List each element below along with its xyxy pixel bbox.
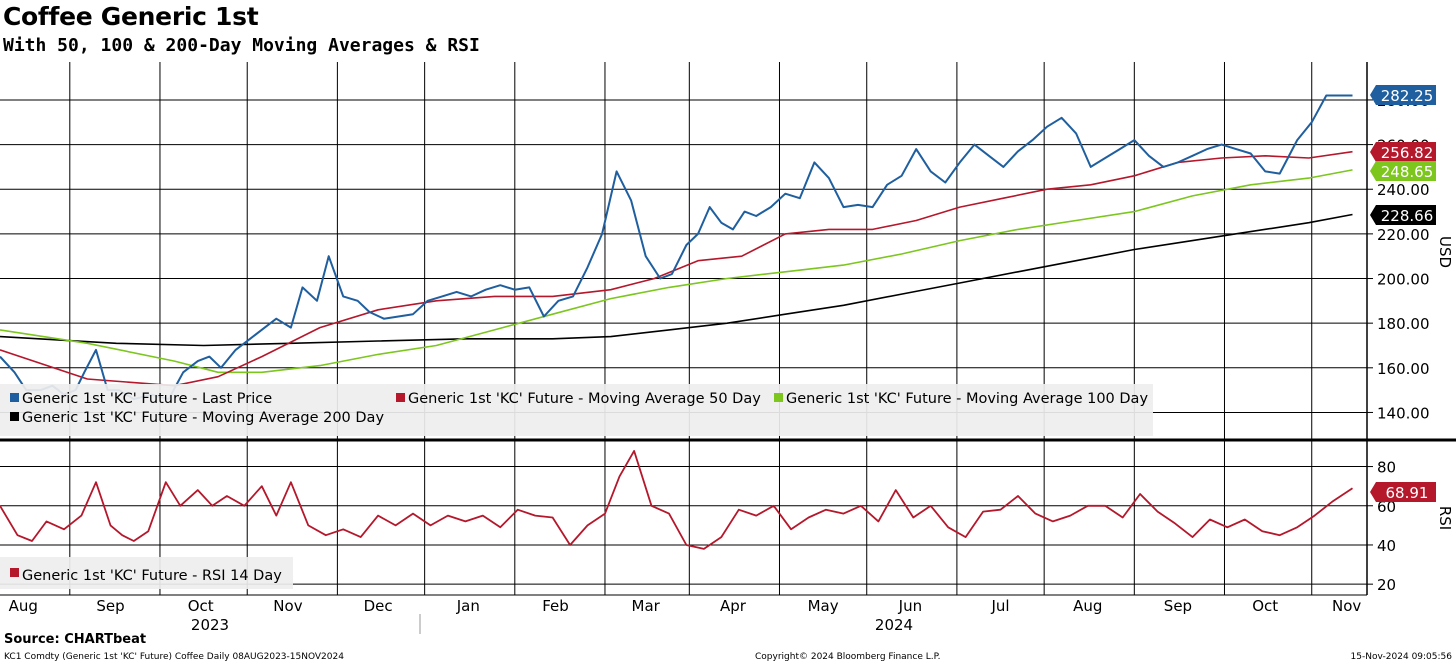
month-label-11: Jul bbox=[990, 597, 1009, 615]
rsi-badge: 68.91 bbox=[1370, 482, 1436, 502]
footer-copyright: Copyright© 2024 Bloomberg Finance L.P. bbox=[755, 652, 941, 662]
rsi-legend-label: Generic 1st 'KC' Future - RSI 14 Day bbox=[22, 568, 282, 584]
price-tick-label-200: 200.00 bbox=[1377, 271, 1430, 289]
ma200-line bbox=[0, 213, 1353, 347]
footer-security-info: KC1 Comdty (Generic 1st 'KC' Future) Cof… bbox=[4, 652, 344, 662]
legend-label-3: Generic 1st 'KC' Future - Moving Average… bbox=[22, 410, 384, 426]
rsi-tick-label-80: 80 bbox=[1377, 459, 1396, 477]
ma50-badge-text: 256.82 bbox=[1381, 144, 1434, 162]
last-price-badge-bg bbox=[1370, 85, 1436, 105]
ma50-line bbox=[0, 150, 1353, 387]
rsi-tick-label-60: 60 bbox=[1377, 498, 1396, 516]
month-label-7: Mar bbox=[632, 597, 661, 615]
legend-swatch-1 bbox=[396, 393, 405, 402]
ma100-badge: 248.65 bbox=[1370, 161, 1436, 181]
ma100-badge-bg bbox=[1370, 161, 1436, 181]
ma50-badge: 256.82 bbox=[1370, 142, 1436, 162]
chart-subtitle: With 50, 100 & 200-Day Moving Averages &… bbox=[3, 35, 480, 56]
legend-swatch-0 bbox=[10, 393, 19, 402]
legend-label-1: Generic 1st 'KC' Future - Moving Average… bbox=[408, 391, 761, 407]
price-tick-label-240: 240.00 bbox=[1377, 181, 1430, 199]
month-label-8: Apr bbox=[720, 597, 747, 615]
ma200-badge: 228.66 bbox=[1370, 205, 1436, 225]
price-tick-label-140: 140.00 bbox=[1377, 404, 1430, 422]
ma50-badge-bg bbox=[1370, 142, 1436, 162]
month-label-1: Sep bbox=[96, 597, 124, 615]
month-label-10: Jun bbox=[898, 597, 922, 615]
month-label-14: Oct bbox=[1252, 597, 1278, 615]
chart-title: Coffee Generic 1st bbox=[3, 2, 259, 31]
month-label-5: Jan bbox=[456, 597, 480, 615]
rsi-line bbox=[0, 450, 1353, 550]
last-price-badge-text: 282.25 bbox=[1381, 87, 1434, 105]
rsi-tick-label-20: 20 bbox=[1377, 576, 1396, 594]
ma100-line bbox=[0, 169, 1353, 374]
month-label-0: Aug bbox=[9, 597, 38, 615]
ma100-badge-text: 248.65 bbox=[1381, 163, 1434, 181]
footer-timestamp: 15-Nov-2024 09:05:56 bbox=[1350, 652, 1452, 662]
source-note: Source: CHARTbeat bbox=[4, 632, 147, 647]
rsi-badge-bg bbox=[1370, 482, 1436, 502]
legend-swatch-2 bbox=[774, 393, 783, 402]
month-label-3: Nov bbox=[273, 597, 302, 615]
rsi-badge-text: 68.91 bbox=[1386, 484, 1429, 502]
month-label-15: Nov bbox=[1332, 597, 1361, 615]
rsi-tick-label-40: 40 bbox=[1377, 537, 1396, 555]
year-label-2023: 2023 bbox=[191, 616, 229, 634]
year-label-2024: 2024 bbox=[875, 616, 913, 634]
month-label-9: May bbox=[808, 597, 839, 615]
price-tick-label-180: 180.00 bbox=[1377, 315, 1430, 333]
month-label-12: Aug bbox=[1073, 597, 1102, 615]
month-label-13: Sep bbox=[1164, 597, 1192, 615]
price-tick-label-220: 220.00 bbox=[1377, 226, 1430, 244]
legend-label-2: Generic 1st 'KC' Future - Moving Average… bbox=[786, 391, 1148, 407]
price-legend-box bbox=[0, 384, 1153, 436]
legend-label-0: Generic 1st 'KC' Future - Last Price bbox=[22, 391, 272, 407]
price-axis-title: USD bbox=[1436, 236, 1454, 268]
month-label-4: Dec bbox=[364, 597, 393, 615]
rsi-axis-title: RSI bbox=[1436, 506, 1454, 530]
rsi-legend-swatch bbox=[10, 568, 19, 577]
legend-swatch-3 bbox=[10, 412, 19, 421]
month-label-6: Feb bbox=[542, 597, 569, 615]
month-label-2: Oct bbox=[188, 597, 214, 615]
last-price-line bbox=[0, 94, 1353, 401]
ma200-badge-bg bbox=[1370, 205, 1436, 225]
price-tick-label-160: 160.00 bbox=[1377, 360, 1430, 378]
ma200-badge-text: 228.66 bbox=[1381, 207, 1434, 225]
last-price-badge: 282.25 bbox=[1370, 85, 1436, 105]
rsi-legend-box bbox=[0, 557, 293, 589]
